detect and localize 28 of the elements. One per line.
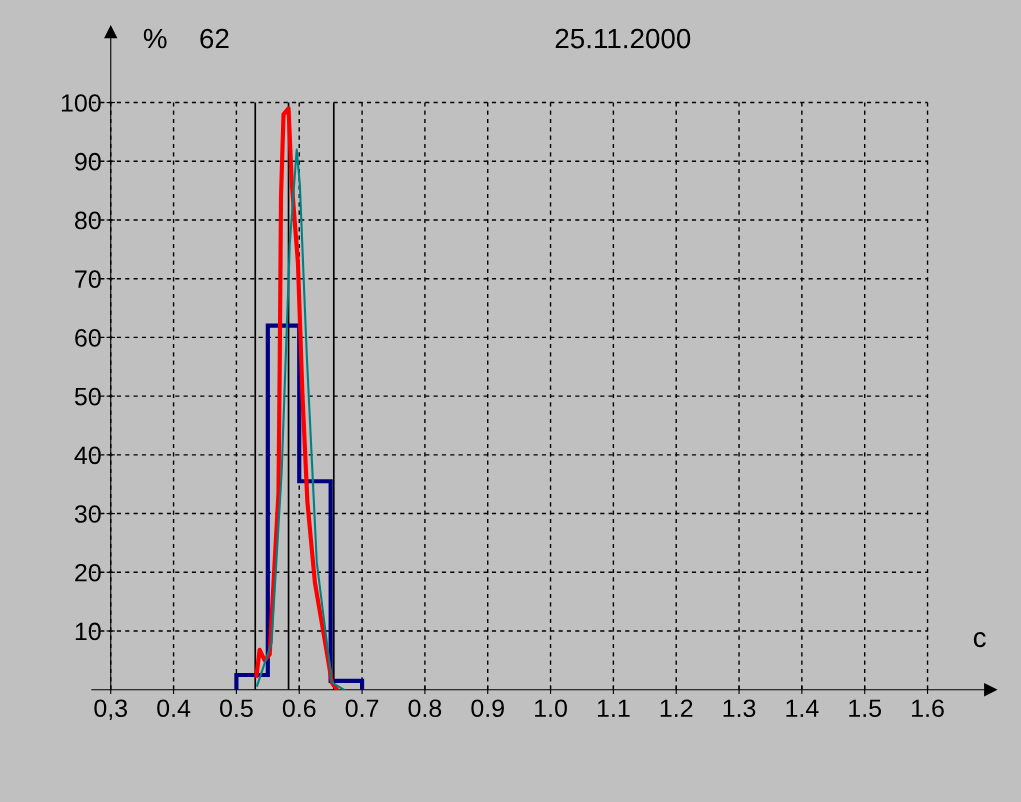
x-tick-label: 1.5: [849, 699, 882, 718]
x-tick-label: 1.0: [535, 699, 567, 718]
y-axis-title: %: [143, 28, 167, 49]
y-tick-label: 10: [75, 622, 101, 641]
x-tick-label: 1.2: [660, 699, 693, 717]
annotation: 62: [200, 28, 229, 49]
x-tick-label: 0.6: [282, 699, 316, 718]
x-tick-label: 1.6: [912, 699, 944, 718]
y-tick-label: 70: [75, 270, 101, 288]
x-tick-label: 0.9: [471, 699, 504, 718]
x-tick-label: 0.8: [408, 699, 442, 718]
x-tick-label: 1.3: [723, 699, 756, 718]
x-tick-label: 0.4: [157, 699, 191, 718]
y-tick-label: 60: [75, 329, 101, 347]
y-tick-label: 30: [74, 505, 101, 523]
y-tick-label: 50: [74, 387, 101, 406]
x-tick-label: 1.4: [786, 699, 819, 717]
chart-title: 25.11.2000: [555, 28, 691, 49]
y-tick-label: 90: [75, 152, 101, 171]
x-tick-label: 1.1: [597, 699, 630, 717]
y-tick-label: 80: [74, 211, 101, 230]
x-tick-label: 0.7: [345, 699, 379, 718]
x-tick-label: 0.5: [220, 699, 253, 718]
x-tick-label: 0,3: [94, 699, 128, 721]
x-axis-title: c: [973, 632, 986, 648]
y-tick-label: 40: [74, 446, 101, 465]
y-tick-label: 100: [61, 94, 101, 112]
y-tick-label: 20: [75, 563, 101, 582]
